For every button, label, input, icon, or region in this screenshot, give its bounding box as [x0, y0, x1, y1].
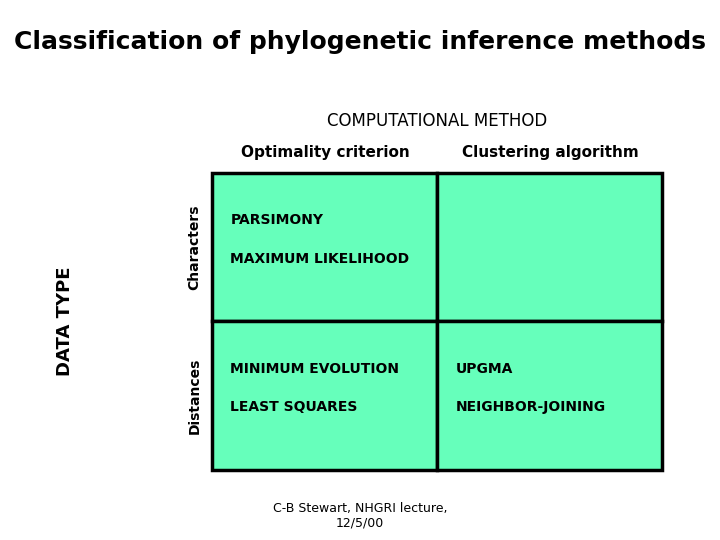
Bar	[212, 321, 438, 470]
Text: MAXIMUM LIKELIHOOD: MAXIMUM LIKELIHOOD	[230, 252, 410, 266]
Text: PARSIMONY: PARSIMONY	[230, 213, 323, 227]
Text: UPGMA: UPGMA	[455, 362, 513, 376]
Text: LEAST SQUARES: LEAST SQUARES	[230, 401, 358, 414]
Text: Distances: Distances	[187, 357, 202, 434]
Text: Optimality criterion: Optimality criterion	[240, 145, 409, 160]
Text: Characters: Characters	[187, 204, 202, 290]
Text: Clustering algorithm: Clustering algorithm	[462, 145, 638, 160]
Text: COMPUTATIONAL METHOD: COMPUTATIONAL METHOD	[328, 112, 547, 131]
Text: DATA TYPE: DATA TYPE	[56, 267, 73, 376]
Text: MINIMUM EVOLUTION: MINIMUM EVOLUTION	[230, 362, 400, 376]
Bar	[212, 173, 438, 321]
Bar	[438, 173, 662, 321]
Bar	[438, 321, 662, 470]
Text: NEIGHBOR-JOINING: NEIGHBOR-JOINING	[455, 401, 606, 414]
Text: Classification of phylogenetic inference methods: Classification of phylogenetic inference…	[14, 30, 706, 53]
Text: C-B Stewart, NHGRI lecture,
12/5/00: C-B Stewart, NHGRI lecture, 12/5/00	[273, 502, 447, 530]
